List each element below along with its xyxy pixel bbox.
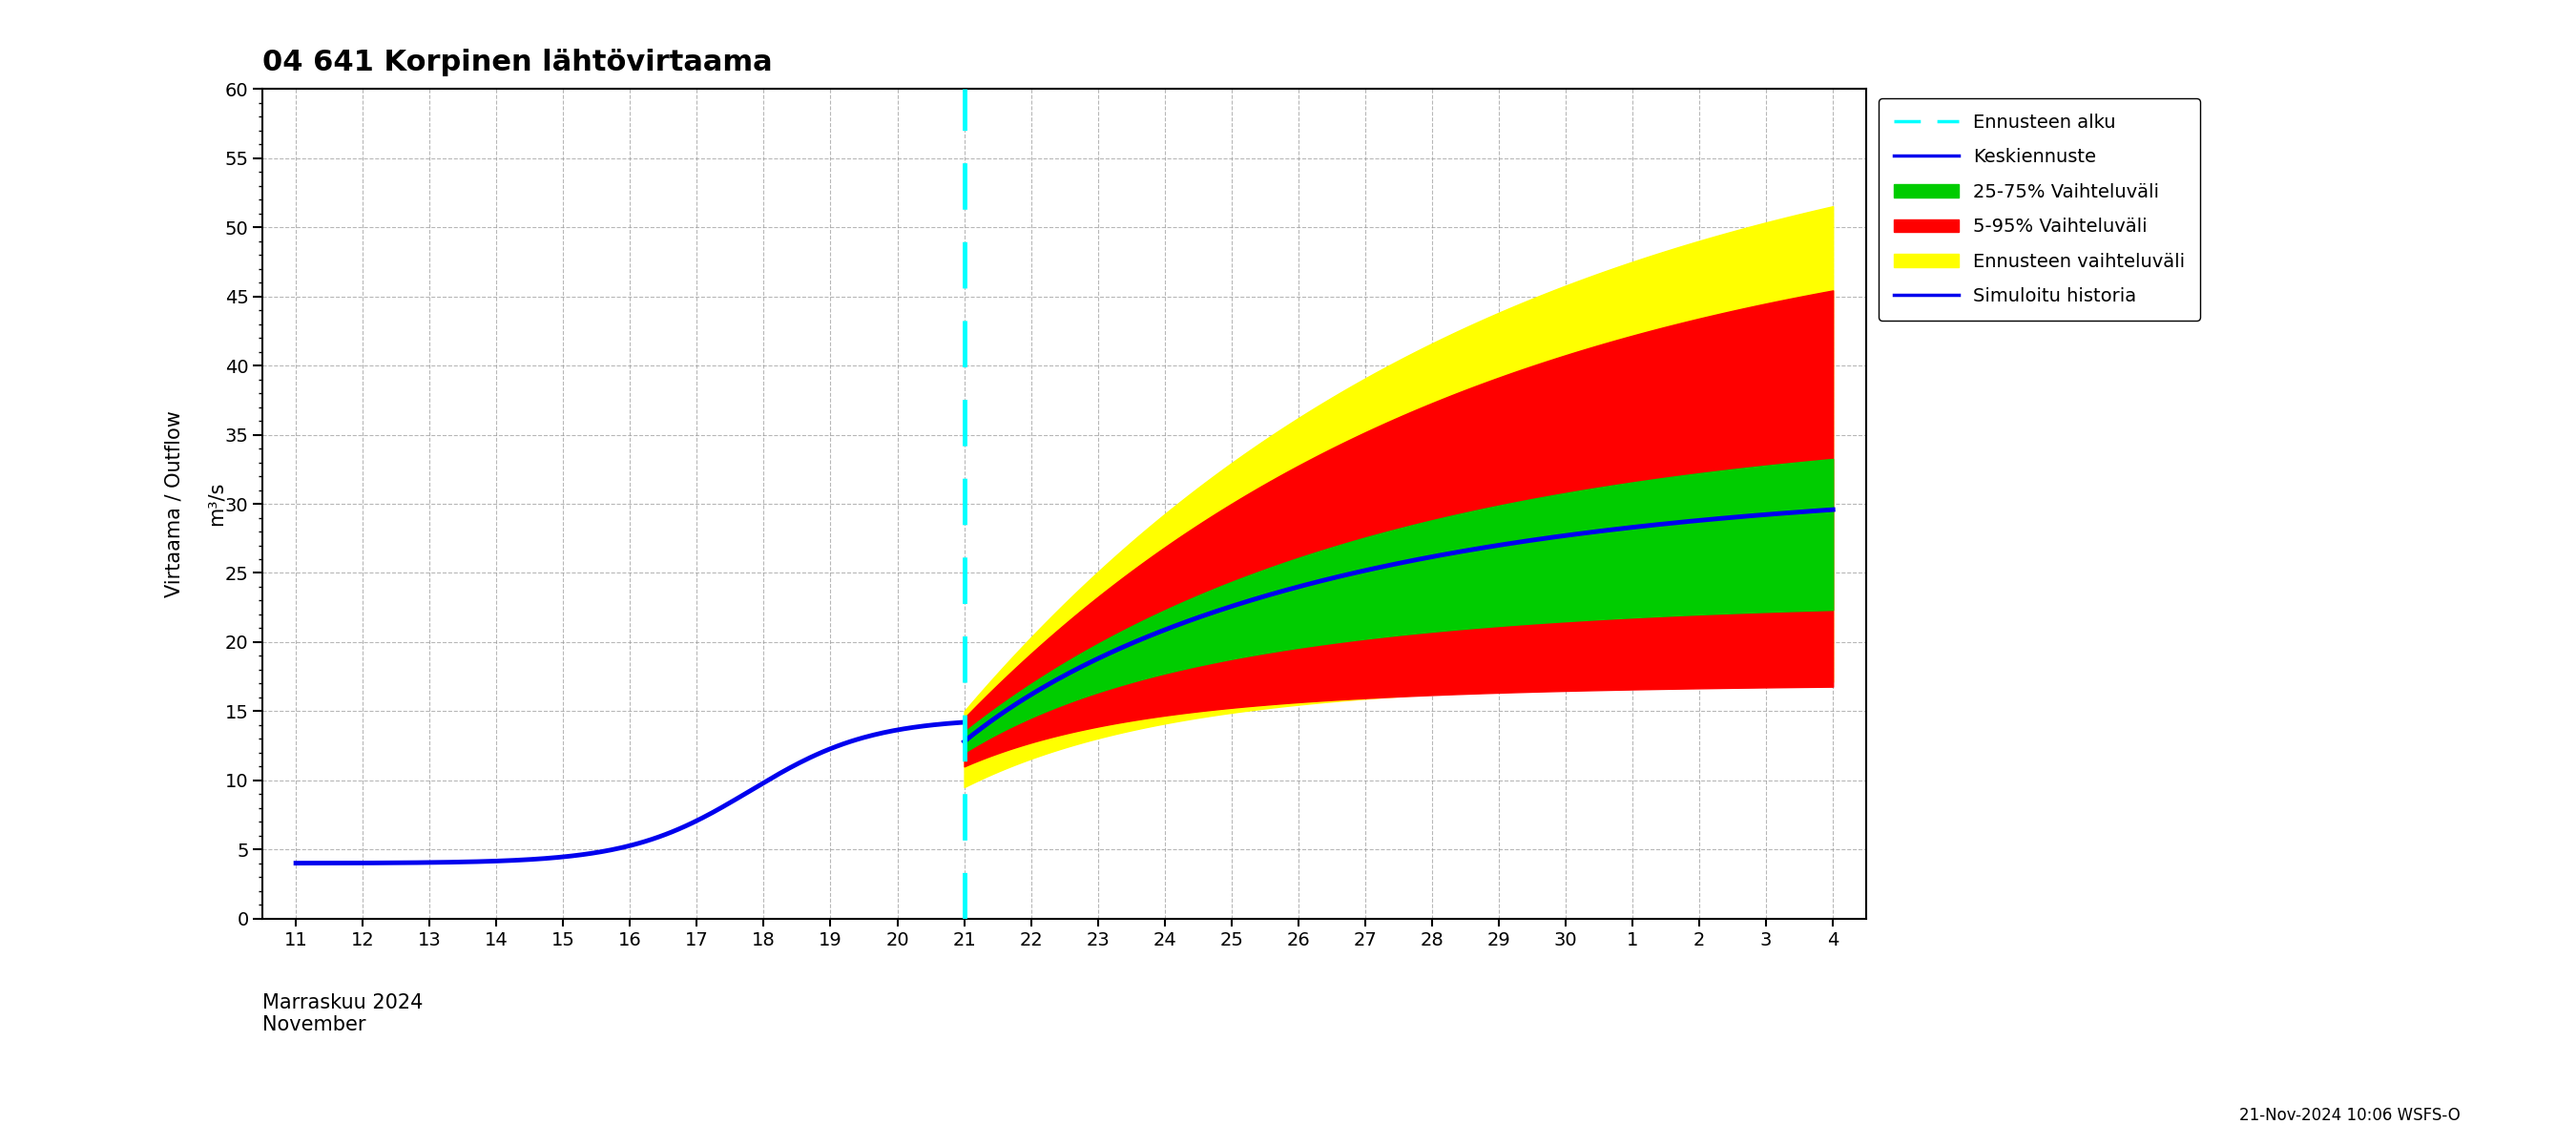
Text: Virtaama / Outflow: Virtaama / Outflow	[165, 410, 183, 598]
Text: m³/s: m³/s	[206, 482, 224, 526]
Legend: Ennusteen alku, Keskiennuste, 25-75% Vaihteluväli, 5-95% Vaihteluväli, Ennusteen: Ennusteen alku, Keskiennuste, 25-75% Vai…	[1878, 98, 2200, 321]
Text: 04 641 Korpinen lähtövirtaama: 04 641 Korpinen lähtövirtaama	[263, 48, 773, 77]
Text: 21-Nov-2024 10:06 WSFS-O: 21-Nov-2024 10:06 WSFS-O	[2239, 1107, 2460, 1124]
Text: Marraskuu 2024
November: Marraskuu 2024 November	[263, 993, 422, 1034]
